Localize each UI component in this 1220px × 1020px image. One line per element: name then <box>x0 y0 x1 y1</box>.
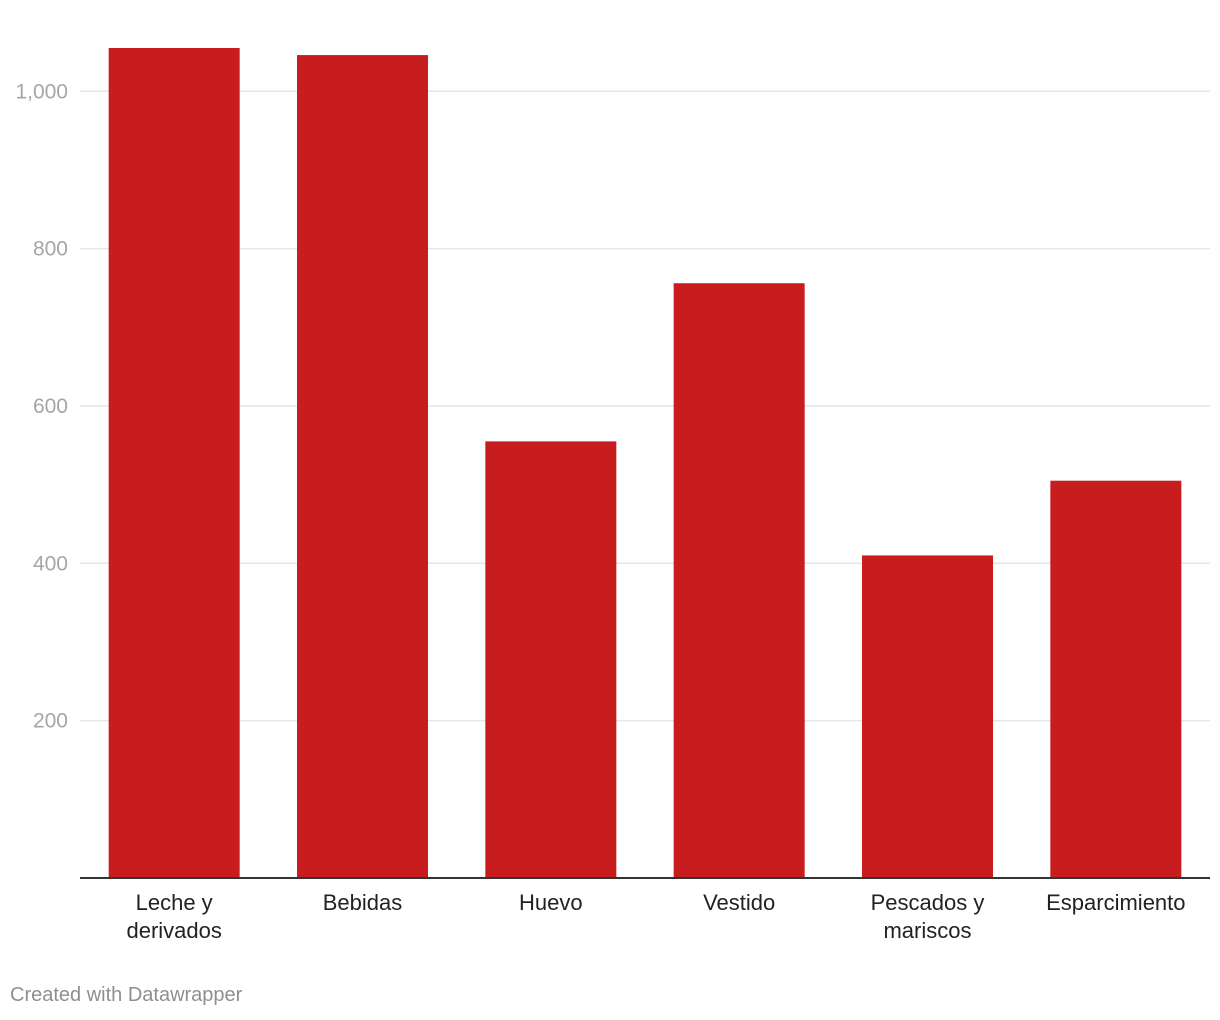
x-tick-label-line: Leche y <box>136 890 213 915</box>
x-tick-label-line: Huevo <box>519 890 583 915</box>
x-tick-label: Leche y derivados <box>126 890 221 943</box>
bar-chart: 200 400 600 800 1,000 Leche y derivados Bebidas… <box>15 48 1210 943</box>
x-tick-label: Bebidas <box>323 890 403 915</box>
x-tick-label: Esparcimiento <box>1046 890 1185 915</box>
x-tick-label-line: mariscos <box>883 918 971 943</box>
y-tick-label: 1,000 <box>15 80 68 103</box>
bar <box>108 48 240 878</box>
x-tick-label: Pescados y mariscos <box>871 890 985 943</box>
bar <box>673 283 805 878</box>
y-tick-label: 400 <box>33 552 68 575</box>
x-tick-label: Huevo <box>519 890 583 915</box>
x-tick-label-line: derivados <box>126 918 221 943</box>
x-tick-label-line: Esparcimiento <box>1046 890 1185 915</box>
y-tick-label: 200 <box>33 710 68 733</box>
y-tick-label: 600 <box>33 395 68 418</box>
y-tick-label: 800 <box>33 238 68 261</box>
x-tick-label: Vestido <box>703 890 775 915</box>
x-tick-label-line: Bebidas <box>323 890 403 915</box>
x-tick-label-line: Vestido <box>703 890 775 915</box>
bar <box>862 555 993 878</box>
x-tick-label-line: Pescados y <box>871 890 985 915</box>
bar <box>297 55 428 879</box>
bar <box>485 441 617 878</box>
credit-text: Created with Datawrapper <box>10 984 243 1006</box>
chart-area: 200 400 600 800 1,000 Leche y derivados Bebidas… <box>15 48 1210 943</box>
bar <box>1050 480 1182 878</box>
